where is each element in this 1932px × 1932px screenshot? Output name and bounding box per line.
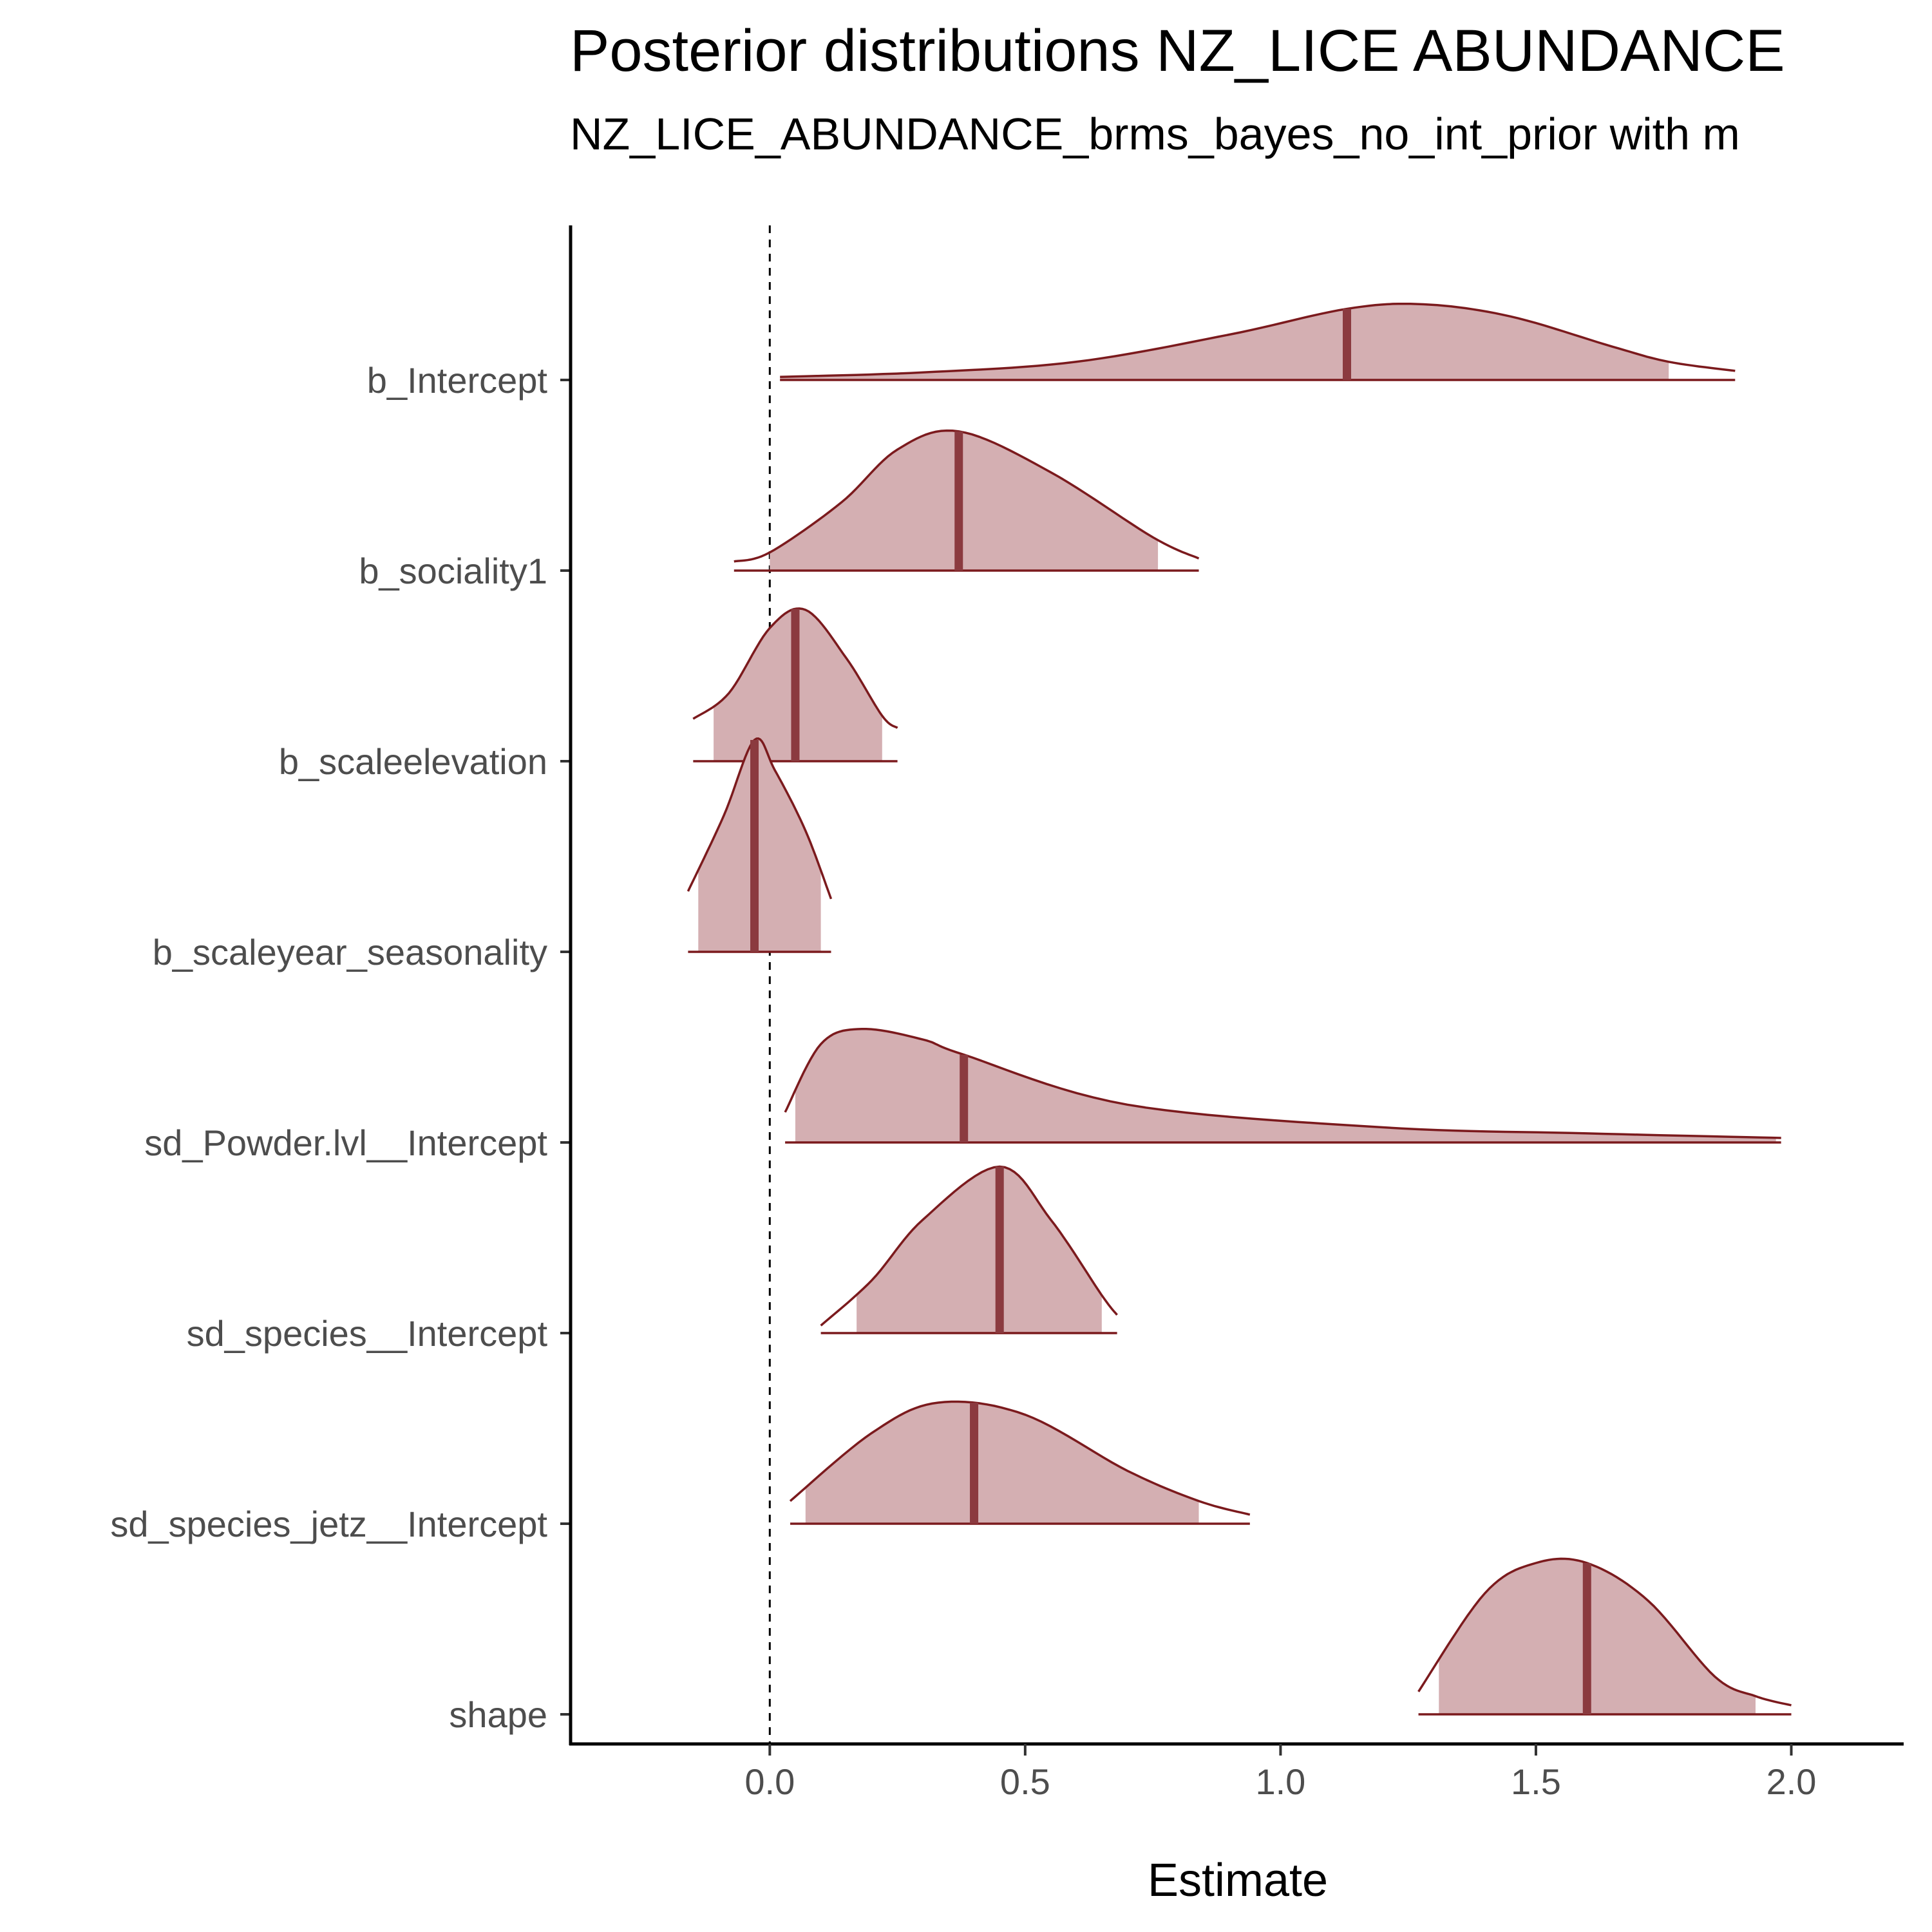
x-axis-title: Estimate xyxy=(1148,1855,1328,1906)
x-tick-label-1.0: 1.0 xyxy=(1255,1761,1305,1802)
density-outline-b-scaleelevation xyxy=(692,607,898,729)
density-interval-sd-powder-lvl-intercept xyxy=(795,1028,1776,1142)
density-interval-b-intercept xyxy=(780,303,1669,380)
density-interval-sd-species-intercept xyxy=(857,1166,1102,1333)
y-tick-label-sd-species-jetz-intercept: sd_species_jetz__Intercept xyxy=(110,1504,547,1544)
x-tick-label-0.5: 0.5 xyxy=(1000,1761,1050,1802)
x-tick-label-1.5: 1.5 xyxy=(1511,1761,1561,1802)
density-outline-sd-species-jetz-intercept xyxy=(789,1400,1251,1516)
density-interval-shape xyxy=(1439,1558,1756,1714)
y-tick-label-b-scaleelevation: b_scaleelevation xyxy=(279,741,547,782)
chart-subtitle: NZ_LICE_ABUNDANCE_brms_bayes_no_int_prio… xyxy=(570,109,1740,159)
y-tick-label-sd-species-intercept: sd_species__Intercept xyxy=(187,1313,548,1354)
y-tick-label-shape: shape xyxy=(449,1694,547,1735)
y-tick-label-sd-powder-lvl-intercept: sd_Powder.lvl__Intercept xyxy=(144,1122,547,1163)
density-interval-b-scaleyear-seasonality xyxy=(698,738,821,952)
density-interval-sd-species-jetz-intercept xyxy=(805,1401,1199,1524)
x-tick-label-0.0: 0.0 xyxy=(744,1761,795,1802)
chart-title: Posterior distributions NZ_LICE ABUNDANC… xyxy=(570,18,1785,84)
x-tick-label-2.0: 2.0 xyxy=(1766,1761,1817,1802)
plot-area: b_Intercept b_sociality1 b_scaleelevationb… xyxy=(110,225,1904,1802)
density-interval-b-sociality1 xyxy=(770,430,1159,571)
density-outline-b-intercept xyxy=(780,302,1736,379)
density-outline-shape xyxy=(1417,1557,1792,1707)
density-outline-b-sociality1 xyxy=(734,429,1200,563)
density-outline-b-scaleyear-seasonality xyxy=(687,737,833,900)
y-tick-label-b-sociality1: b_sociality1 xyxy=(359,551,547,591)
y-tick-label-b-intercept: b_Intercept xyxy=(367,360,548,401)
y-tick-label-b-scaleyear-seasonality: b_scaleyear_seasonality xyxy=(153,932,547,972)
